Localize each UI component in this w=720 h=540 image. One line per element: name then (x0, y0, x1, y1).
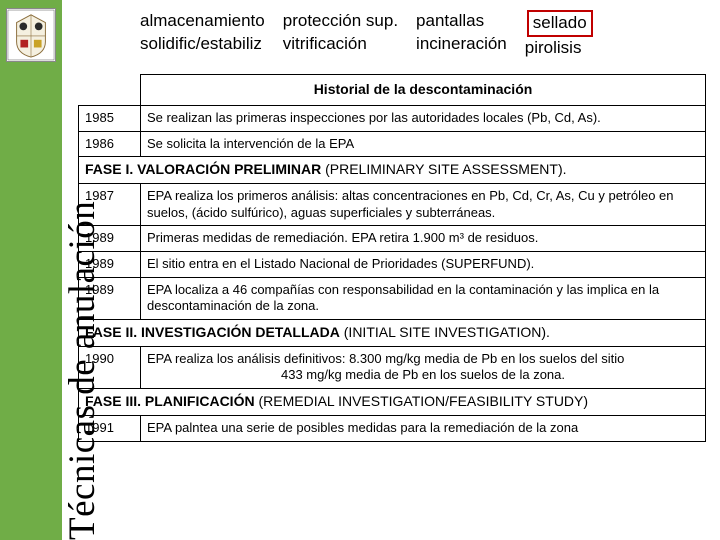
phase-3-cell: FASE III. PLANIFICACIÓN (REMEDIAL INVEST… (79, 388, 706, 415)
year-cell: 1985 (79, 105, 141, 131)
phase-2-cell: FASE II. INVESTIGACIÓN DETALLADA (INITIA… (79, 319, 706, 346)
header-term: protección sup. (283, 10, 398, 33)
header-col-3: pantallas incineración (416, 10, 507, 60)
table-header-row: Historial de la descontaminación (79, 75, 706, 106)
event-cell: Primeras medidas de remediación. EPA ret… (141, 226, 706, 252)
header-col-2: protección sup. vitrificación (283, 10, 398, 60)
header-term: pirolisis (525, 37, 593, 60)
event-cell: EPA palntea una serie de posibles medida… (141, 415, 706, 441)
table-row: 1987 EPA realiza los primeros análisis: … (79, 184, 706, 226)
year-cell: 1991 (79, 415, 141, 441)
header-term: vitrificación (283, 33, 398, 56)
event-cell: El sitio entra en el Listado Nacional de… (141, 251, 706, 277)
event-cell: EPA realiza los primeros análisis: altas… (141, 184, 706, 226)
phase-subtitle: (REMEDIAL INVESTIGATION/FEASIBILITY STUD… (255, 393, 588, 409)
table-row: 1991 EPA palntea una serie de posibles m… (79, 415, 706, 441)
table-row: 1989 EPA localiza a 46 compañías con res… (79, 277, 706, 319)
year-cell: 1989 (79, 251, 141, 277)
header-term: solidific/estabiliz (140, 33, 265, 56)
header-terms: almacenamiento solidific/estabiliz prote… (140, 10, 700, 60)
header-term: incineración (416, 33, 507, 56)
table-row: 1986 Se solicita la intervención de la E… (79, 131, 706, 157)
header-term: almacenamiento (140, 10, 265, 33)
year-cell: 1989 (79, 277, 141, 319)
header-col-4: sellado pirolisis (525, 10, 593, 60)
sidebar (0, 0, 62, 540)
phase-1-cell: FASE I. VALORACIÓN PRELIMINAR (PRELIMINA… (79, 157, 706, 184)
header-term: pantallas (416, 10, 507, 33)
event-line: EPA realiza los análisis definitivos: 8.… (147, 351, 624, 366)
phase-title: FASE II. INVESTIGACIÓN DETALLADA (85, 324, 340, 340)
event-cell: Se solicita la intervención de la EPA (141, 131, 706, 157)
event-cell: EPA localiza a 46 compañías con responsa… (141, 277, 706, 319)
university-crest-logo (6, 8, 56, 62)
history-table: Historial de la descontaminación 1985 Se… (78, 74, 706, 442)
phase-subtitle: (PRELIMINARY SITE ASSESSMENT). (321, 161, 566, 177)
phase-row: FASE II. INVESTIGACIÓN DETALLADA (INITIA… (79, 319, 706, 346)
phase-row: FASE III. PLANIFICACIÓN (REMEDIAL INVEST… (79, 388, 706, 415)
event-cell: EPA realiza los análisis definitivos: 8.… (141, 346, 706, 388)
phase-title: FASE I. VALORACIÓN PRELIMINAR (85, 161, 321, 177)
event-cell: Se realizan las primeras inspecciones po… (141, 105, 706, 131)
phase-row: FASE I. VALORACIÓN PRELIMINAR (PRELIMINA… (79, 157, 706, 184)
table-title: Historial de la descontaminación (141, 75, 706, 106)
phase-title: FASE III. PLANIFICACIÓN (85, 393, 255, 409)
table-row: 1989 El sitio entra en el Listado Nacion… (79, 251, 706, 277)
table-row: 1990 EPA realiza los análisis definitivo… (79, 346, 706, 388)
year-cell: 1990 (79, 346, 141, 388)
table-row: 1985 Se realizan las primeras inspeccion… (79, 105, 706, 131)
year-cell: 1989 (79, 226, 141, 252)
header-col-1: almacenamiento solidific/estabiliz (140, 10, 265, 60)
table-row: 1989 Primeras medidas de remediación. EP… (79, 226, 706, 252)
year-cell: 1987 (79, 184, 141, 226)
header-term-highlighted: sellado (527, 10, 593, 37)
year-cell: 1986 (79, 131, 141, 157)
phase-subtitle: (INITIAL SITE INVESTIGATION). (340, 324, 550, 340)
event-line: 433 mg/kg media de Pb en los suelos de l… (147, 367, 699, 384)
